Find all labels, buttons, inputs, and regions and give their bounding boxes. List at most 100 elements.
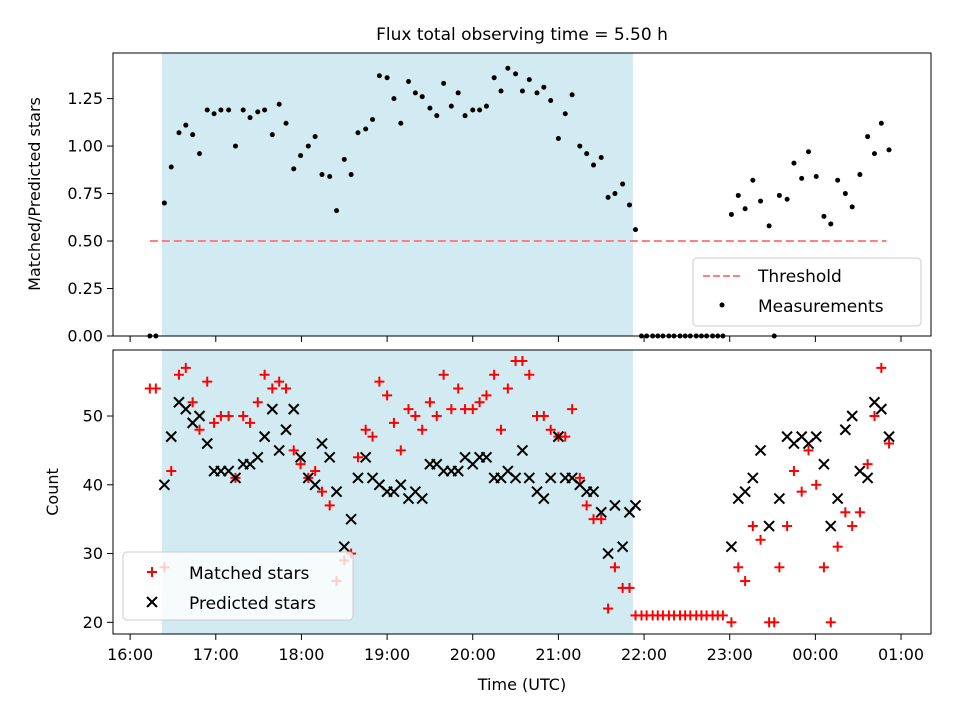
measurement-point <box>776 192 782 198</box>
predicted-star-point <box>725 540 738 553</box>
legend-predicted-label: Predicted stars <box>189 594 316 614</box>
predicted-star-point <box>309 479 321 491</box>
matched-star-point <box>173 369 184 380</box>
measurement-point <box>505 65 511 71</box>
measurement-point <box>448 103 454 109</box>
measurement-point <box>548 97 554 103</box>
legend-top-frame <box>692 257 922 327</box>
measurement-point <box>612 191 618 197</box>
x-tick-label: 00:00 <box>792 645 838 664</box>
measurement-point <box>584 151 590 157</box>
measurement-point <box>842 191 848 197</box>
measurement-point <box>491 75 497 81</box>
predicted-star-point <box>294 451 307 463</box>
matched-star-point <box>274 376 285 387</box>
matched-star-point <box>840 507 851 518</box>
matched-star-point <box>717 610 728 621</box>
matched-star-point <box>403 404 414 415</box>
measurement-point <box>262 107 268 113</box>
predicted-star-point <box>316 437 328 450</box>
measurement-point <box>298 153 304 159</box>
measurement-point <box>519 88 525 94</box>
matched-star-point <box>869 411 880 422</box>
predicted-star-point <box>252 451 264 463</box>
legend-measurement-swatch <box>719 302 725 308</box>
predicted-star-point <box>523 472 535 484</box>
measurement-point <box>513 71 519 77</box>
x-tick-label: 19:00 <box>364 645 410 664</box>
matched-star-point <box>395 445 406 456</box>
matched-star-point <box>496 424 507 435</box>
predicted-star-point <box>810 430 822 443</box>
predicted-star-point <box>883 430 895 443</box>
matched-star-point <box>388 417 399 428</box>
measurement-point <box>370 116 376 122</box>
matched-star-point <box>581 500 592 511</box>
predicted-star-point <box>165 430 177 443</box>
matched-star-point <box>324 500 335 511</box>
measurement-point <box>255 109 261 115</box>
y-tick-label: 0.50 <box>67 232 103 251</box>
predicted-star-point <box>629 499 642 512</box>
measurement-point <box>176 130 182 136</box>
measurement-point <box>562 111 568 117</box>
measurement-point <box>470 107 476 113</box>
axes-frame-top <box>112 52 932 337</box>
predicted-star-point <box>323 451 336 463</box>
measurement-point <box>190 132 196 138</box>
matched-star-point <box>788 466 799 477</box>
matched-star-point <box>245 417 256 428</box>
matched-star-point <box>862 459 873 470</box>
predicted-star-point <box>602 547 614 560</box>
y-tick-label: 40 <box>83 475 103 494</box>
matched-star-point <box>876 362 887 373</box>
predicted-star-point <box>452 465 464 477</box>
measurement-point <box>211 111 217 117</box>
measurement-point <box>526 77 532 83</box>
matched-star-point <box>747 521 758 532</box>
matched-star-point <box>560 431 571 442</box>
predicted-star-point <box>754 444 767 457</box>
measurement-point <box>555 135 561 141</box>
matched-star-point <box>832 541 843 552</box>
y-tick-label: 0.00 <box>67 327 103 346</box>
matched-star-point <box>288 445 299 456</box>
measurement-point <box>791 160 797 166</box>
measurement-point <box>871 151 877 157</box>
measurement-point <box>784 196 790 202</box>
predicted-star-point <box>861 472 874 484</box>
measurement-point <box>305 143 311 149</box>
measurement-point <box>232 143 238 149</box>
predicted-star-point <box>395 479 407 491</box>
measurement-point <box>766 223 772 229</box>
matched-star-point <box>517 356 528 367</box>
x-tick-label: 23:00 <box>707 645 753 664</box>
measurement-point <box>197 151 203 157</box>
measurement-point <box>455 90 461 96</box>
measurement-point <box>541 84 547 90</box>
measurement-point <box>291 166 297 172</box>
matched-star-point <box>166 466 177 477</box>
predicted-star-point <box>338 540 350 553</box>
shaded-observing-span <box>161 53 633 336</box>
matched-star-point <box>481 390 492 401</box>
predicted-star-point <box>330 485 343 498</box>
measurement-point <box>419 94 425 100</box>
matched-star-point <box>755 534 766 545</box>
y-tick-label: 30 <box>83 544 103 563</box>
measurement-point <box>406 78 412 84</box>
matched-star-point <box>538 411 549 422</box>
measurement-point <box>319 172 325 178</box>
measurement-point <box>412 90 418 96</box>
matched-star-point <box>803 445 814 456</box>
matched-star-point <box>567 404 578 415</box>
matched-star-point <box>609 562 620 573</box>
predicted-star-point <box>538 492 550 505</box>
matched-star-point <box>818 562 829 573</box>
measurement-point <box>577 143 583 149</box>
measurement-point <box>483 103 489 109</box>
matched-star-point <box>316 486 327 497</box>
predicted-star-point <box>273 444 285 457</box>
x-tick-label: 17:00 <box>193 645 239 664</box>
x-tick-label: 22:00 <box>621 645 667 664</box>
